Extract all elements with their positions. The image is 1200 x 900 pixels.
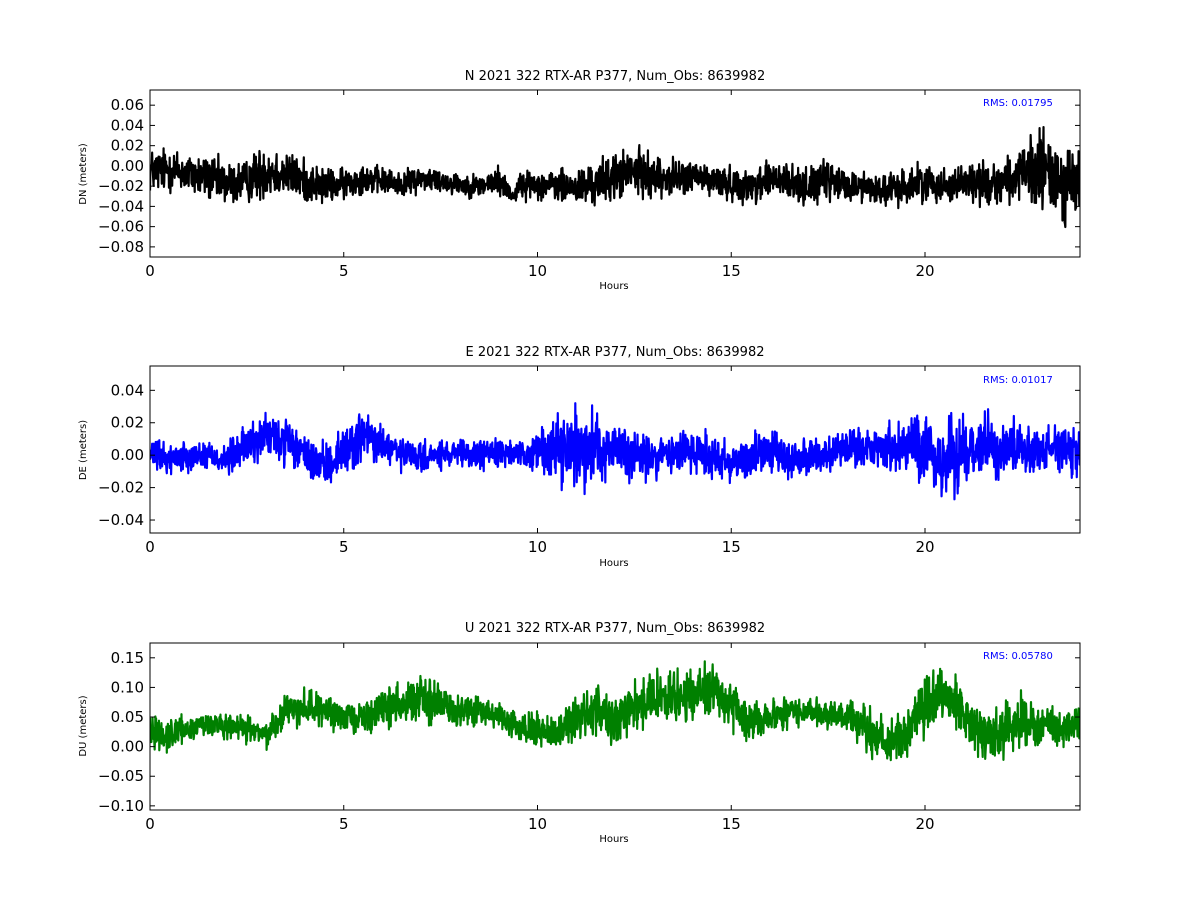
panel-e-title: E 2021 322 RTX-AR P377, Num_Obs: 8639982 [466,345,765,360]
panel-n-xlabel: Hours [599,281,628,292]
y-tick-label: 0.15 [111,649,144,667]
y-tick-label: −0.04 [98,511,144,529]
panel-u-xlabel: Hours [599,834,628,845]
panel-e-xlabel: Hours [599,558,628,569]
x-tick-label: 15 [722,815,741,833]
panel-u-title: U 2021 322 RTX-AR P377, Num_Obs: 8639982 [465,621,765,636]
panel-e-xticks: 0 5 10 15 20 [145,366,935,556]
y-tick-label: −0.10 [98,797,144,815]
x-tick-label: 15 [722,262,741,280]
y-tick-label: 0.06 [111,96,144,114]
panel-u-xticks: 0 5 10 15 20 [145,643,935,833]
x-tick-label: 0 [145,262,155,280]
x-tick-label: 0 [145,815,155,833]
y-tick-label: 0.02 [111,137,144,155]
x-tick-label: 20 [915,262,934,280]
panel-n-ylabel: DN (meters) [78,143,89,205]
y-tick-label: 0.00 [111,446,144,464]
panel-u-yticks: −0.10 −0.05 0.00 0.05 0.10 0.15 [98,649,1080,815]
y-tick-label: 0.00 [111,738,144,756]
y-tick-label: −0.06 [98,218,144,236]
y-tick-label: −0.02 [98,479,144,497]
x-tick-label: 5 [339,815,349,833]
panel-e: E 2021 322 RTX-AR P377, Num_Obs: 8639982… [78,345,1081,569]
x-tick-label: 5 [339,262,349,280]
panel-u-rms-annotation: RMS: 0.05780 [983,651,1053,662]
panel-u-frame [149,642,1081,811]
panel-n-title: N 2021 322 RTX-AR P377, Num_Obs: 8639982 [465,69,765,84]
panel-n-yticks: −0.08 −0.06 −0.04 −0.02 0.00 0.02 0.04 0.06 [98,96,1080,256]
y-tick-label: −0.02 [98,177,144,195]
panel-e-yticks: −0.04 −0.02 0.00 0.02 0.04 [98,381,1080,529]
y-tick-label: 0.00 [111,157,144,175]
x-tick-label: 20 [915,815,934,833]
panel-n: N 2021 322 RTX-AR P377, Num_Obs: 8639982… [78,69,1081,292]
y-tick-label: −0.05 [98,767,144,785]
y-tick-label: 0.05 [111,708,144,726]
y-tick-label: 0.04 [111,116,144,134]
panel-u-series-line [150,660,1080,762]
panel-n-frame [149,89,1081,258]
panel-e-ylabel: DE (meters) [78,420,89,480]
x-tick-label: 20 [915,538,934,556]
panel-e-plot [150,402,1080,501]
x-tick-label: 15 [722,538,741,556]
panel-e-frame [149,365,1081,534]
y-tick-label: 0.02 [111,414,144,432]
panel-n-xticks: 0 5 10 15 20 [145,90,935,280]
panel-n-series-line [150,125,1080,229]
y-tick-label: −0.08 [98,238,144,256]
panel-u-plot [150,660,1080,762]
y-tick-label: 0.04 [111,381,144,399]
x-tick-label: 0 [145,538,155,556]
y-tick-label: −0.04 [98,197,144,215]
panel-u-ylabel: DU (meters) [78,695,89,756]
x-tick-label: 5 [339,538,349,556]
x-tick-label: 10 [528,262,547,280]
y-tick-label: 0.10 [111,678,144,696]
x-tick-label: 10 [528,538,547,556]
panel-e-series-line [150,402,1080,501]
panel-u: U 2021 322 RTX-AR P377, Num_Obs: 8639982… [78,621,1081,845]
panel-n-plot [150,125,1080,229]
x-tick-label: 10 [528,815,547,833]
panel-n-rms-annotation: RMS: 0.01795 [983,98,1053,109]
panel-e-rms-annotation: RMS: 0.01017 [983,375,1053,386]
